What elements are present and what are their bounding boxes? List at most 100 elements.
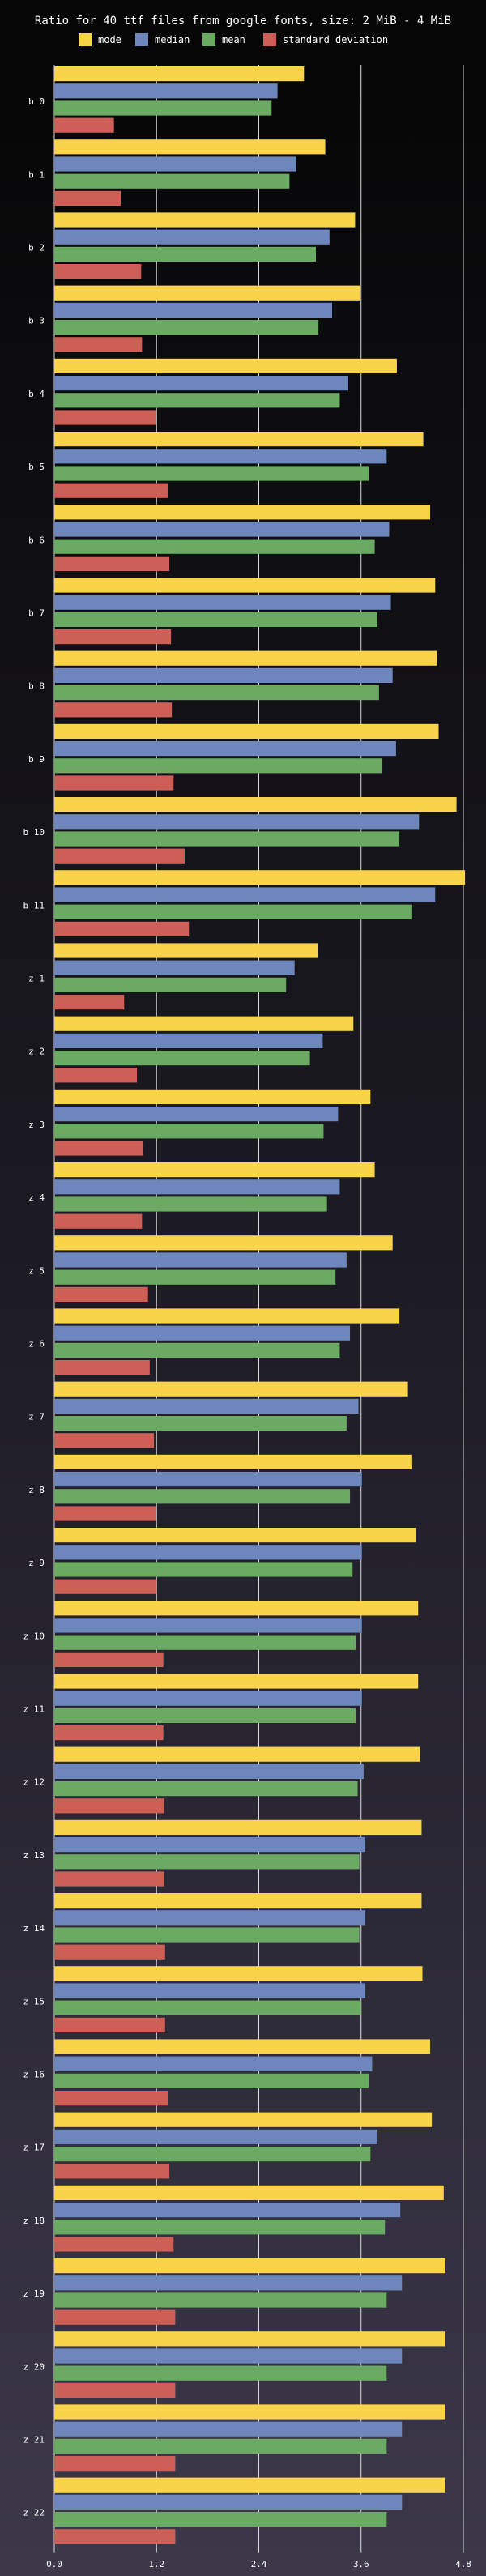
legend-swatch-standard-deviation xyxy=(263,33,276,46)
bar-median-b-10 xyxy=(54,814,420,830)
bar-mean-b-1 xyxy=(54,173,290,189)
bar-median-z-16 xyxy=(54,2056,373,2071)
bar-median-z-1 xyxy=(54,960,295,975)
bar-mode-z-4 xyxy=(54,1162,375,1178)
bar-mean-b-2 xyxy=(54,246,316,262)
bar-median-z-15 xyxy=(54,1983,366,1998)
chart-title: Ratio for 40 ttf files from google fonts… xyxy=(35,15,451,28)
legend-label: mode xyxy=(98,34,122,45)
bar-standard-deviation-b-4 xyxy=(54,410,156,425)
bar-mode-b-8 xyxy=(54,650,437,666)
category-label: z 19 xyxy=(23,2288,45,2299)
category-label: b 3 xyxy=(28,316,45,326)
category-label: z 16 xyxy=(23,2070,45,2080)
x-axis-tick-labels: 0.0 1.2 2.4 3.6 4.8 xyxy=(46,2559,471,2570)
bar-mode-z-15 xyxy=(54,1966,423,1981)
category-label: b 8 xyxy=(28,681,45,692)
bar-mode-b-7 xyxy=(54,578,436,593)
category-label: z 8 xyxy=(28,1485,45,1495)
legend-swatch-mode xyxy=(79,33,92,46)
category-label: z 21 xyxy=(23,2435,45,2446)
category-label: b 5 xyxy=(28,462,45,472)
bar-standard-deviation-z-6 xyxy=(54,1360,150,1375)
bar-mean-b-4 xyxy=(54,393,340,408)
bar-median-z-13 xyxy=(54,1837,366,1853)
category-label: z 11 xyxy=(23,1704,45,1715)
bar-standard-deviation-z-17 xyxy=(54,2164,170,2179)
bar-standard-deviation-z-2 xyxy=(54,1068,138,1083)
bar-mode-z-10 xyxy=(54,1601,419,1616)
bar-mean-b-7 xyxy=(54,612,377,627)
category-label: z 6 xyxy=(28,1339,45,1350)
x-tick-label: 4.8 xyxy=(455,2559,471,2570)
category-labels: b 0 b 1 b 2 b 3 b 4 b 5 b 6 b 7 b 8 b 9 b 10 b 11 z … xyxy=(23,96,45,2518)
bar-median-z-3 xyxy=(54,1107,339,1122)
bar-mean-z-12 xyxy=(54,1781,358,1797)
bar-mode-z-21 xyxy=(54,2404,446,2420)
bar-mode-z-17 xyxy=(54,2112,433,2127)
bar-median-b-2 xyxy=(54,229,330,245)
bar-standard-deviation-b-8 xyxy=(54,702,173,718)
bar-mode-z-7 xyxy=(54,1381,408,1397)
bar-median-z-7 xyxy=(54,1398,359,1414)
bar-mean-z-14 xyxy=(54,1927,360,1943)
bar-median-b-7 xyxy=(54,595,391,610)
bar-mode-z-2 xyxy=(54,1016,354,1031)
bar-mode-b-4 xyxy=(54,358,397,373)
bar-mean-z-17 xyxy=(54,2147,371,2162)
bar-mean-z-16 xyxy=(54,2073,369,2088)
bar-median-z-20 xyxy=(54,2348,403,2364)
bar-mode-z-16 xyxy=(54,2039,430,2054)
bar-median-b-11 xyxy=(54,887,436,902)
bar-standard-deviation-z-22 xyxy=(54,2529,176,2544)
bar-median-b-4 xyxy=(54,376,348,391)
bar-mode-b-5 xyxy=(54,432,424,447)
bar-mean-b-10 xyxy=(54,831,400,847)
bar-median-z-14 xyxy=(54,1910,366,1926)
bar-standard-deviation-z-5 xyxy=(54,1286,148,1302)
bar-mode-z-19 xyxy=(54,2258,446,2274)
bar-mode-z-20 xyxy=(54,2331,446,2347)
bar-mean-z-4 xyxy=(54,1196,327,1212)
bar-median-z-9 xyxy=(54,1545,362,1560)
bar-standard-deviation-b-11 xyxy=(54,921,190,936)
bar-mean-z-22 xyxy=(54,2512,387,2527)
bar-median-z-2 xyxy=(54,1033,323,1048)
bar-median-z-5 xyxy=(54,1252,347,1268)
category-label: b 4 xyxy=(28,389,45,399)
bar-standard-deviation-z-16 xyxy=(54,2091,168,2106)
bar-mode-b-3 xyxy=(54,285,360,301)
bar-median-b-8 xyxy=(54,667,393,683)
bar-mean-b-8 xyxy=(54,685,379,701)
bar-mean-z-2 xyxy=(54,1051,310,1066)
bar-median-z-17 xyxy=(54,2129,377,2144)
bar-mode-z-18 xyxy=(54,2185,444,2200)
category-label: z 4 xyxy=(28,1192,45,1203)
bar-mode-z-22 xyxy=(54,2477,446,2493)
category-label: z 18 xyxy=(23,2216,45,2226)
bar-standard-deviation-z-21 xyxy=(54,2456,176,2472)
bar-mode-z-3 xyxy=(54,1089,371,1104)
bar-median-z-22 xyxy=(54,2494,403,2510)
bar-mean-z-1 xyxy=(54,977,287,992)
bar-standard-deviation-z-11 xyxy=(54,1725,164,1741)
bar-standard-deviation-b-9 xyxy=(54,775,174,791)
bar-mean-z-6 xyxy=(54,1342,340,1358)
category-label: b 11 xyxy=(23,900,45,911)
bar-standard-deviation-b-0 xyxy=(54,117,114,133)
bar-mean-z-3 xyxy=(54,1124,324,1139)
bar-standard-deviation-z-8 xyxy=(54,1506,156,1521)
legend-label: median xyxy=(155,34,190,45)
bar-mode-z-14 xyxy=(54,1893,422,1909)
bar-standard-deviation-b-7 xyxy=(54,629,172,645)
bar-mode-b-6 xyxy=(54,505,430,520)
bar-standard-deviation-z-14 xyxy=(54,1944,165,1960)
bar-median-z-18 xyxy=(54,2203,401,2218)
bar-standard-deviation-z-4 xyxy=(54,1213,143,1229)
x-tick-label: 2.4 xyxy=(251,2559,267,2570)
bar-mode-b-11 xyxy=(54,870,466,885)
bar-standard-deviation-z-12 xyxy=(54,1798,164,1814)
bar-mean-b-11 xyxy=(54,904,412,919)
category-label: z 13 xyxy=(23,1850,45,1861)
